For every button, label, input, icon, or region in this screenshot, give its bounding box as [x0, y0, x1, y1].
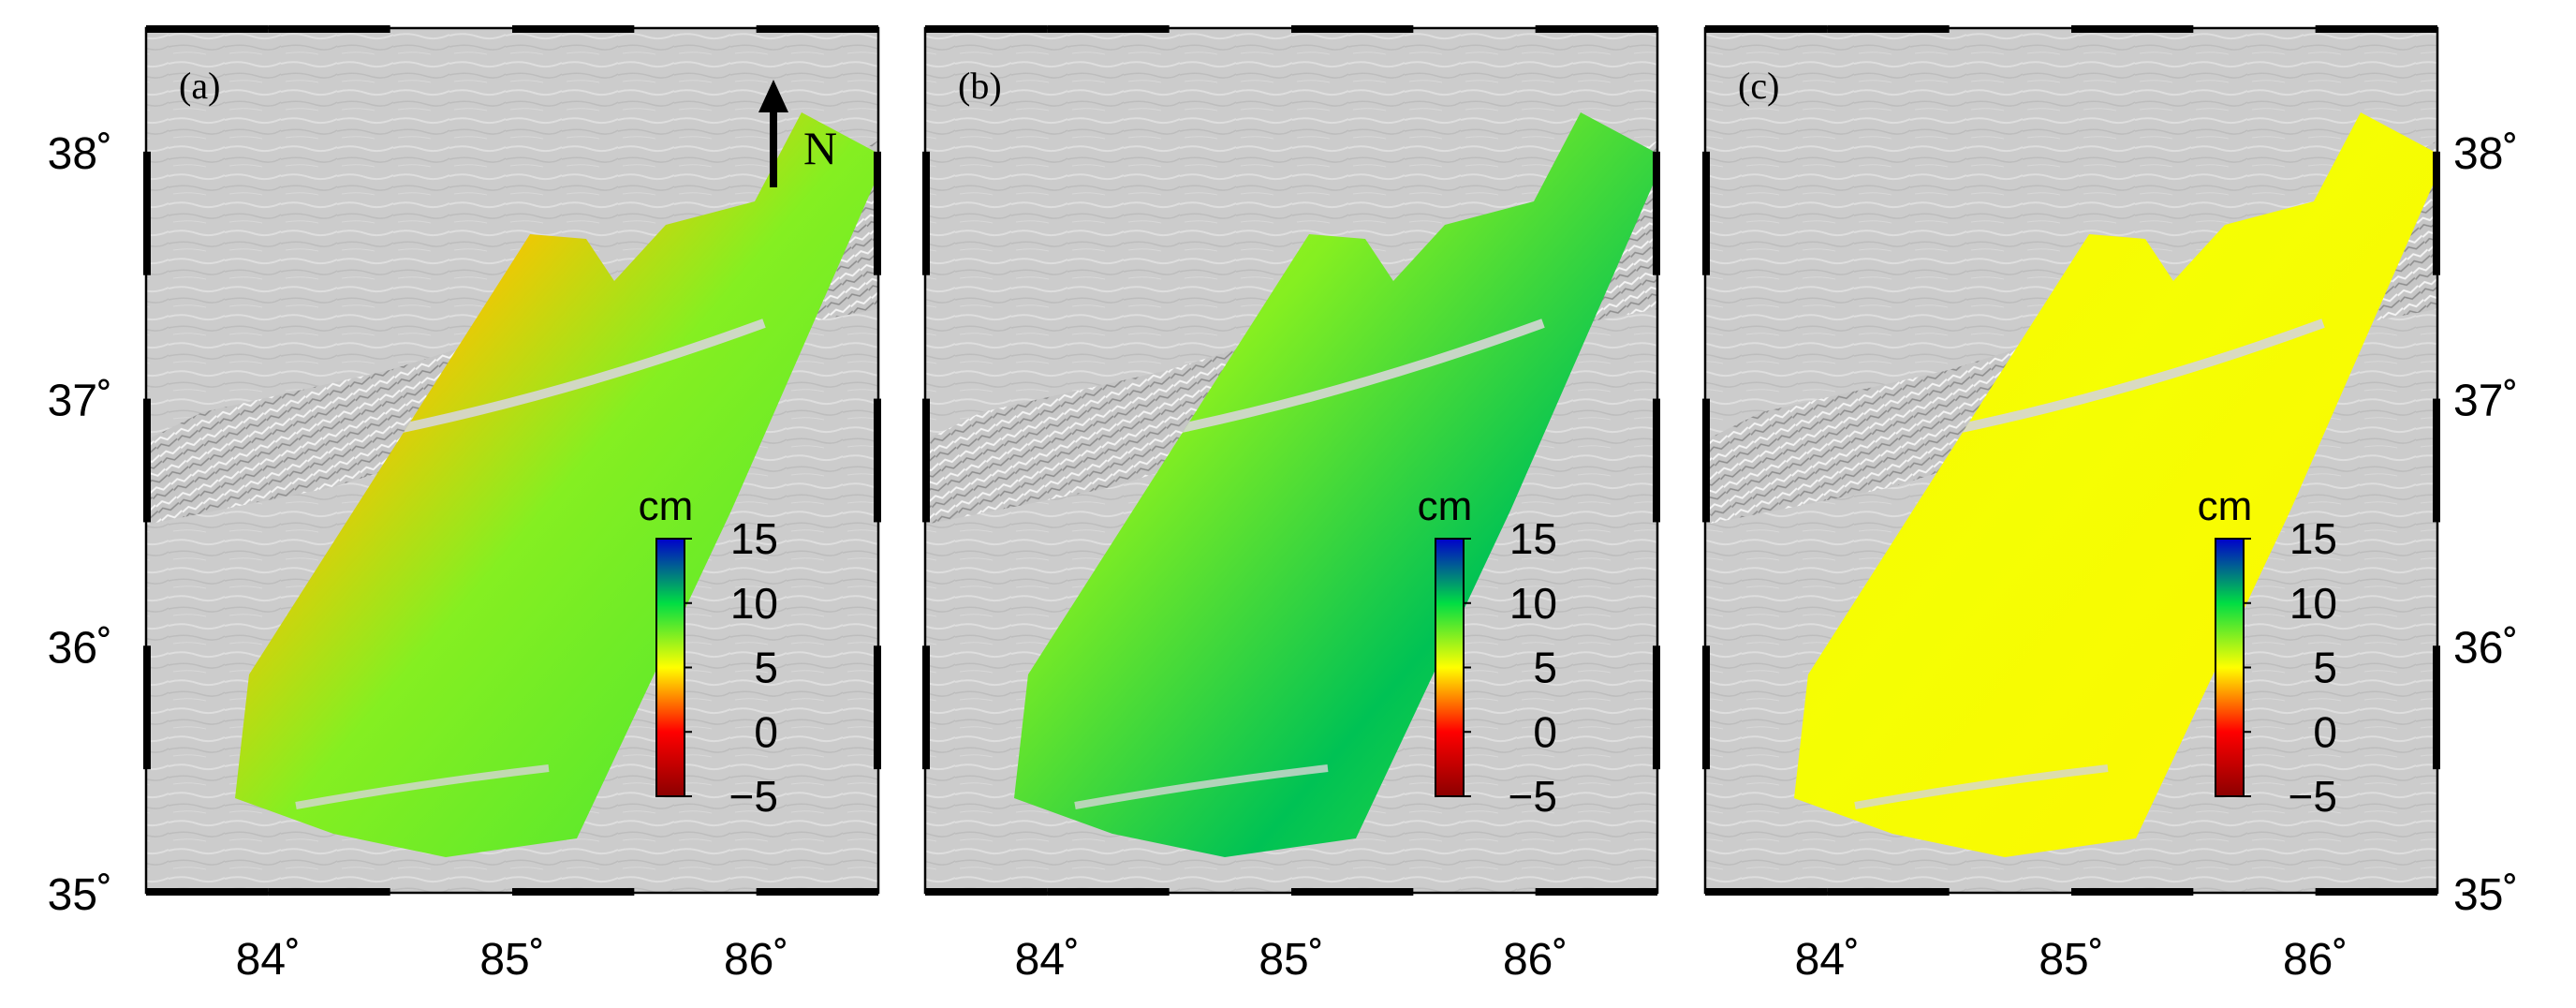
colorbar: cm 15 10 5 0 −5 — [2198, 483, 2337, 821]
colorbar-tick-label: 15 — [2289, 514, 2337, 563]
map-panel-b: (b) 84˚ 85˚ 86˚ cm 15 10 5 0 −5 — [922, 25, 1660, 985]
y-tick-label: 35˚ — [2453, 870, 2518, 920]
colorbar-tick-label: 5 — [754, 644, 778, 692]
colorbar-tick-label: 0 — [1533, 707, 1557, 756]
colorbar-tick-label: −5 — [1509, 772, 1557, 821]
y-tick-label: 35˚ — [48, 870, 112, 920]
map-panel-c: (c) 84˚ 85˚ 86˚ cm 15 10 5 0 −5 — [1702, 25, 2440, 985]
y-tick-label: 36˚ — [48, 623, 112, 673]
north-arrow: N — [758, 80, 837, 187]
x-tick-label: 85˚ — [2039, 935, 2103, 985]
colorbar-tick-label: −5 — [729, 772, 778, 821]
panels-layer: (a) 84˚ 85˚ 86˚ cm 15 10 5 0 −5 N (b) 84˚ 85˚ 86˚ cm 15 1… — [143, 25, 2440, 985]
colorbar-unit: cm — [2198, 483, 2253, 529]
x-tick-label: 84˚ — [1015, 935, 1080, 985]
colorbar-unit: cm — [639, 483, 694, 529]
panel-label: (a) — [179, 65, 220, 107]
colorbar-ramp — [1435, 538, 1465, 797]
colorbar-tick-label: 0 — [2313, 707, 2337, 756]
x-tick-label: 86˚ — [724, 935, 788, 985]
colorbar-ramp — [2215, 538, 2245, 797]
colorbar-tick-label: 0 — [754, 707, 778, 756]
y-tick-label: 36˚ — [2453, 623, 2518, 673]
north-label: N — [803, 122, 837, 174]
y-tick-label: 38˚ — [2453, 129, 2518, 179]
colorbar-tick-label: −5 — [2289, 772, 2337, 821]
y-tick-label: 37˚ — [2453, 377, 2518, 426]
x-tick-label: 86˚ — [2283, 935, 2348, 985]
colorbar-tick-label: 5 — [2313, 644, 2337, 692]
x-tick-label: 84˚ — [1795, 935, 1860, 985]
colorbar-ramp — [655, 538, 685, 797]
colorbar-tick-label: 15 — [730, 514, 778, 563]
map-panel-a: (a) 84˚ 85˚ 86˚ cm 15 10 5 0 −5 N — [143, 25, 881, 985]
colorbar: cm 15 10 5 0 −5 — [1418, 483, 1557, 821]
colorbar: cm 15 10 5 0 −5 — [639, 483, 778, 821]
panel-label: (b) — [958, 65, 1002, 107]
colorbar-tick-label: 10 — [2289, 579, 2337, 628]
x-tick-label: 86˚ — [1503, 935, 1568, 985]
y-axis-labels-left: 38˚ 37˚ 36˚ 35˚ — [48, 129, 112, 920]
colorbar-tick-label: 5 — [1533, 644, 1557, 692]
y-tick-label: 37˚ — [48, 377, 112, 426]
colorbar-unit: cm — [1418, 483, 1473, 529]
x-tick-label: 84˚ — [236, 935, 301, 985]
y-axis-labels-right: 38˚ 37˚ 36˚ 35˚ — [2453, 129, 2518, 920]
x-tick-label: 85˚ — [479, 935, 544, 985]
x-tick-label: 85˚ — [1259, 935, 1323, 985]
colorbar-tick-label: 10 — [1509, 579, 1557, 628]
y-tick-label: 38˚ — [48, 129, 112, 179]
colorbar-tick-label: 15 — [1509, 514, 1557, 563]
colorbar-tick-label: 10 — [730, 579, 778, 628]
panel-label: (c) — [1738, 65, 1779, 107]
